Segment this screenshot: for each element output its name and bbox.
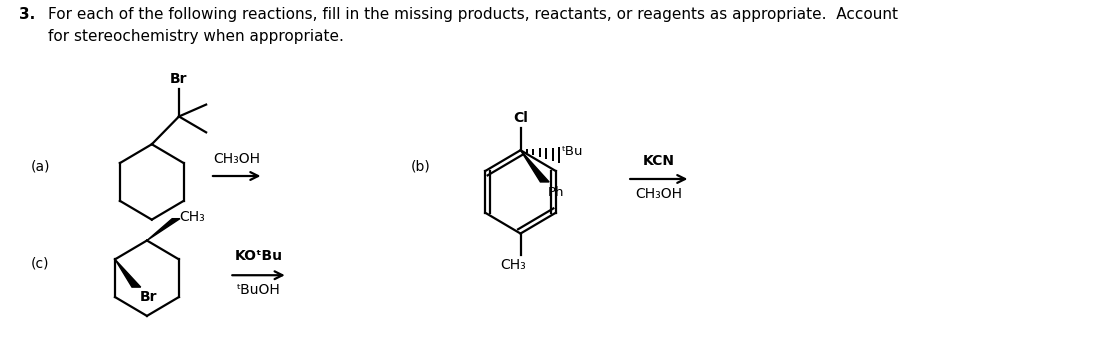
Polygon shape [147, 219, 180, 240]
Text: KOᵗBu: KOᵗBu [234, 249, 282, 263]
Text: for stereochemistry when appropriate.: for stereochemistry when appropriate. [48, 29, 344, 44]
Text: (a): (a) [31, 159, 50, 173]
Text: For each of the following reactions, fill in the missing products, reactants, or: For each of the following reactions, fil… [48, 7, 898, 22]
Text: (b): (b) [410, 159, 430, 173]
Text: (c): (c) [31, 256, 49, 270]
Text: CH₃: CH₃ [500, 258, 525, 272]
Polygon shape [521, 150, 550, 182]
Text: Br: Br [170, 72, 188, 86]
Text: ᵗBuOH: ᵗBuOH [237, 283, 281, 297]
Polygon shape [115, 259, 140, 287]
Text: Br: Br [140, 290, 158, 304]
Text: CH₃: CH₃ [179, 210, 205, 224]
Text: KCN: KCN [643, 154, 675, 168]
Text: Ph: Ph [547, 186, 564, 199]
Text: 3.: 3. [19, 7, 35, 22]
Text: CH₃OH: CH₃OH [635, 187, 682, 201]
Text: CH₃OH: CH₃OH [213, 152, 260, 166]
Text: ᵗBu: ᵗBu [562, 145, 584, 158]
Text: Cl: Cl [513, 112, 528, 125]
